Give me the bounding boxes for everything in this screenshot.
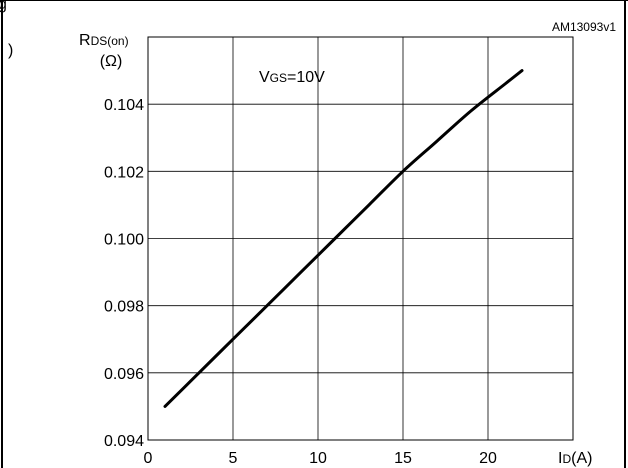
annotation-rest: =10V bbox=[287, 69, 325, 86]
vgs-annotation: VGS=10V bbox=[259, 69, 325, 86]
header-fragment: g bbox=[0, 0, 7, 13]
annotation-main: V bbox=[259, 69, 270, 86]
y-axis-label: RDS(on) bbox=[79, 32, 129, 49]
plot-border bbox=[147, 36, 574, 441]
y-tick-label-0: 0.094 bbox=[104, 433, 144, 450]
x-axis-label-sub: D bbox=[562, 452, 571, 466]
x-tick-labels: 0 5 10 15 20 bbox=[144, 450, 497, 467]
x-axis-label-main: I bbox=[558, 450, 562, 467]
y-tick-labels: 0.094 0.096 0.098 0.100 0.102 0.104 bbox=[104, 97, 144, 450]
x-tick-label-0: 0 bbox=[144, 450, 153, 467]
y-axis-label-main: R bbox=[79, 32, 91, 49]
y-axis-unit: (Ω) bbox=[100, 53, 123, 70]
side-fragment: ) bbox=[8, 42, 13, 59]
y-tick-label-3: 0.100 bbox=[104, 232, 144, 249]
x-axis-label: ID(A) bbox=[558, 450, 592, 467]
x-tick-label-2: 10 bbox=[309, 450, 327, 467]
series-line bbox=[163, 69, 524, 408]
y-axis-label-sub: DS(on) bbox=[91, 34, 129, 48]
x-axis-label-unit: (A) bbox=[571, 450, 592, 467]
grid-lines bbox=[148, 37, 574, 440]
annotation-sub: GS bbox=[270, 71, 287, 85]
x-tick-label-3: 15 bbox=[394, 450, 412, 467]
y-tick-label-1: 0.096 bbox=[104, 366, 144, 383]
y-tick-label-4: 0.102 bbox=[104, 164, 144, 181]
y-tick-label-5: 0.104 bbox=[104, 97, 144, 114]
x-tick-label-4: 20 bbox=[479, 450, 497, 467]
figure-id: AM13093v1 bbox=[552, 20, 616, 34]
x-tick-label-1: 5 bbox=[229, 450, 238, 467]
y-tick-label-2: 0.098 bbox=[104, 299, 144, 316]
